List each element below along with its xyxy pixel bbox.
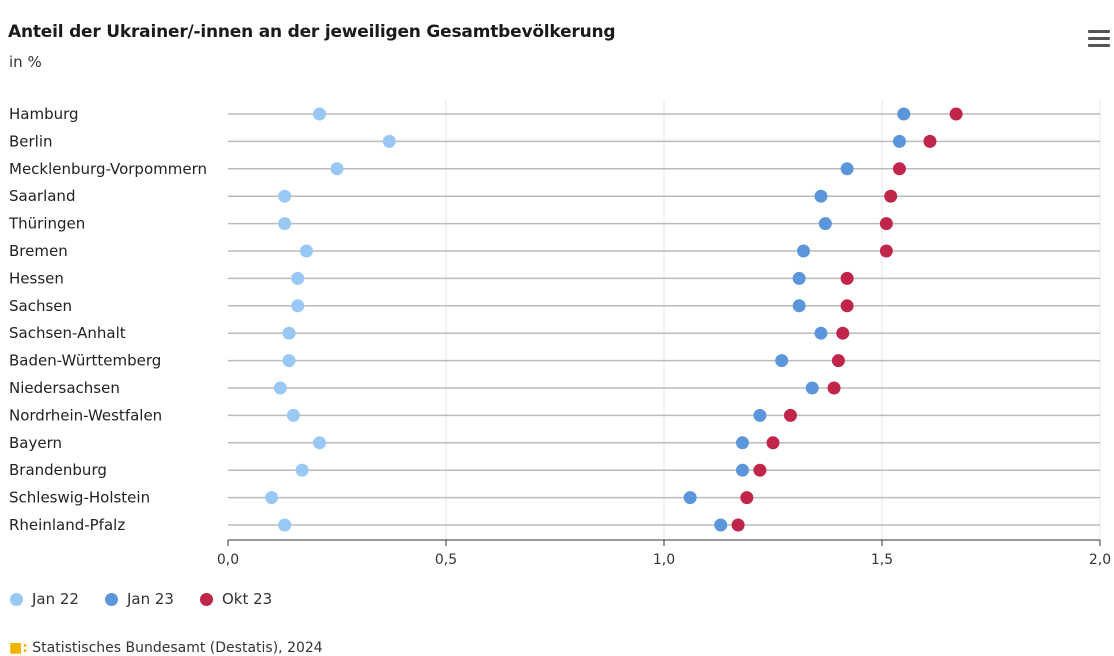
point-okt23 bbox=[879, 244, 893, 258]
point-okt23 bbox=[766, 436, 780, 450]
point-okt23 bbox=[740, 491, 754, 505]
point-jan22 bbox=[282, 354, 296, 368]
point-okt23 bbox=[884, 189, 898, 203]
point-jan22 bbox=[313, 107, 327, 121]
legend-marker-jan22 bbox=[10, 592, 23, 606]
point-jan22 bbox=[278, 189, 292, 203]
category-label: Sachsen-Anhalt bbox=[9, 324, 126, 342]
point-jan23 bbox=[818, 217, 832, 231]
legend-marker-okt23 bbox=[199, 592, 213, 606]
point-jan23 bbox=[797, 244, 811, 258]
point-jan22 bbox=[291, 271, 305, 285]
point-okt23 bbox=[840, 299, 854, 313]
x-tick-label: 2,0 bbox=[1089, 552, 1111, 568]
category-label: Thüringen bbox=[8, 215, 85, 233]
point-okt23 bbox=[879, 217, 893, 231]
point-jan23 bbox=[792, 299, 806, 313]
point-jan23 bbox=[805, 381, 819, 395]
point-jan23 bbox=[892, 134, 906, 148]
category-label: Nordrhein-Westfalen bbox=[9, 406, 162, 424]
legend-label-okt23: Okt 23 bbox=[221, 590, 273, 608]
point-okt23 bbox=[949, 107, 963, 121]
source-text: Statistisches Bundesamt (Destatis), 2024 bbox=[32, 640, 323, 656]
point-jan23 bbox=[814, 189, 828, 203]
point-jan22 bbox=[278, 518, 292, 532]
hamburger-menu-icon[interactable] bbox=[1088, 30, 1110, 50]
point-jan23 bbox=[714, 518, 728, 532]
category-label: Bayern bbox=[9, 434, 62, 452]
category-label: Niedersachsen bbox=[9, 379, 120, 397]
category-label: Rheinland-Pfalz bbox=[9, 516, 125, 534]
point-jan22 bbox=[278, 217, 292, 231]
category-label: Sachsen bbox=[9, 297, 72, 315]
point-jan22 bbox=[273, 381, 287, 395]
point-jan23 bbox=[897, 107, 911, 121]
point-jan22 bbox=[330, 162, 344, 176]
point-jan22 bbox=[286, 408, 300, 422]
category-label: Baden-Württemberg bbox=[9, 352, 161, 370]
point-jan23 bbox=[792, 271, 806, 285]
source-note: ■: Statistisches Bundesamt (Destatis), 2… bbox=[9, 640, 323, 656]
point-okt23 bbox=[836, 326, 850, 340]
category-label: Mecklenburg-Vorpommern bbox=[9, 160, 207, 178]
point-jan22 bbox=[313, 436, 327, 450]
x-tick-label: 1,5 bbox=[871, 552, 893, 568]
category-label: Hamburg bbox=[9, 105, 79, 123]
chart-subtitle: in % bbox=[9, 53, 42, 71]
point-okt23 bbox=[892, 162, 906, 176]
category-label: Schleswig-Holstein bbox=[9, 489, 150, 507]
point-okt23 bbox=[923, 134, 937, 148]
point-jan22 bbox=[291, 299, 305, 313]
point-okt23 bbox=[783, 408, 797, 422]
legend: Jan 22 Jan 23 Okt 23 bbox=[10, 590, 272, 608]
category-label: Brandenburg bbox=[9, 461, 107, 479]
legend-label-jan22: Jan 22 bbox=[32, 590, 79, 608]
x-tick-label: 0,5 bbox=[435, 552, 457, 568]
point-okt23 bbox=[831, 354, 845, 368]
point-jan23 bbox=[683, 491, 697, 505]
point-jan23 bbox=[735, 436, 749, 450]
point-okt23 bbox=[731, 518, 745, 532]
legend-item-jan23[interactable]: Jan 23 bbox=[104, 590, 174, 608]
legend-label-jan23: Jan 23 bbox=[126, 590, 174, 608]
legend-marker-jan23 bbox=[104, 592, 118, 606]
point-jan22 bbox=[282, 326, 296, 340]
x-tick-label: 1,0 bbox=[653, 552, 675, 568]
point-jan23 bbox=[814, 326, 828, 340]
point-jan23 bbox=[840, 162, 854, 176]
point-jan22 bbox=[382, 134, 396, 148]
point-jan22 bbox=[295, 463, 309, 477]
point-okt23 bbox=[840, 271, 854, 285]
category-label: Bremen bbox=[9, 242, 68, 260]
point-jan23 bbox=[775, 354, 789, 368]
category-label: Saarland bbox=[9, 187, 75, 205]
point-jan22 bbox=[299, 244, 313, 258]
category-label: Hessen bbox=[9, 269, 64, 287]
point-okt23 bbox=[753, 463, 767, 477]
source-mark-icon: ■: bbox=[9, 640, 28, 656]
legend-item-okt23[interactable]: Okt 23 bbox=[199, 590, 273, 608]
point-okt23 bbox=[827, 381, 841, 395]
legend-item-jan22[interactable]: Jan 22 bbox=[10, 590, 79, 608]
category-label: Berlin bbox=[9, 132, 53, 150]
chart-title: Anteil der Ukrainer/-innen an der jeweil… bbox=[8, 22, 616, 42]
point-jan22 bbox=[265, 491, 279, 505]
point-jan23 bbox=[753, 408, 767, 422]
x-tick-label: 0,0 bbox=[217, 552, 239, 568]
point-jan23 bbox=[735, 463, 749, 477]
